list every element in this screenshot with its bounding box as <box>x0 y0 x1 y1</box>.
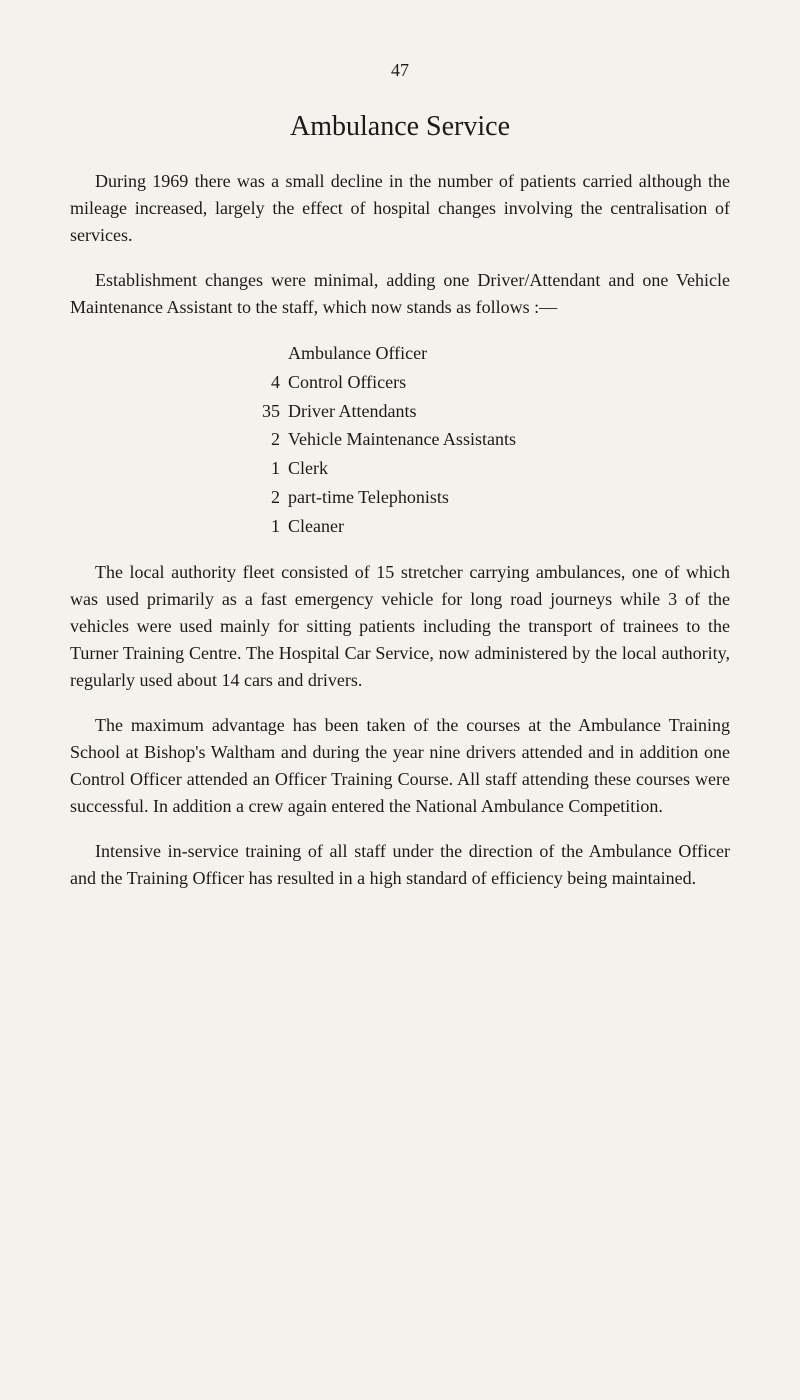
staff-label: Driver Attendants <box>288 401 416 421</box>
staff-item: 35 Driver Attendants <box>250 397 730 426</box>
staff-number: 2 <box>250 483 280 512</box>
paragraph-5: Intensive in-service training of all sta… <box>70 838 730 892</box>
staff-label: Control Officers <box>288 372 406 392</box>
staff-label: part-time Telephonists <box>288 487 449 507</box>
staff-item: 4 Control Officers <box>250 368 730 397</box>
staff-label: Cleaner <box>288 516 344 536</box>
staff-item: 1 Clerk <box>250 454 730 483</box>
paragraph-4: The maximum advantage has been taken of … <box>70 712 730 820</box>
staff-item: 2 part-time Telephonists <box>250 483 730 512</box>
staff-list: Ambulance Officer 4 Control Officers 35 Dr… <box>250 339 730 541</box>
page-number: 47 <box>70 60 730 81</box>
staff-number: 1 <box>250 512 280 541</box>
staff-item: 2 Vehicle Maintenance Assistants <box>250 425 730 454</box>
staff-number: 1 <box>250 454 280 483</box>
staff-item: Ambulance Officer <box>250 339 730 368</box>
paragraph-2: Establishment changes were minimal, addi… <box>70 267 730 321</box>
paragraph-3: The local authority fleet consisted of 1… <box>70 559 730 694</box>
staff-item: 1 Cleaner <box>250 512 730 541</box>
staff-label: Vehicle Maintenance Assistants <box>288 429 516 449</box>
staff-label: Clerk <box>288 458 328 478</box>
staff-label: Ambulance Officer <box>288 343 427 363</box>
paragraph-1: During 1969 there was a small decline in… <box>70 168 730 249</box>
staff-number: 4 <box>250 368 280 397</box>
staff-number: 35 <box>250 397 280 426</box>
document-title: Ambulance Service <box>70 111 730 143</box>
staff-number: 2 <box>250 425 280 454</box>
